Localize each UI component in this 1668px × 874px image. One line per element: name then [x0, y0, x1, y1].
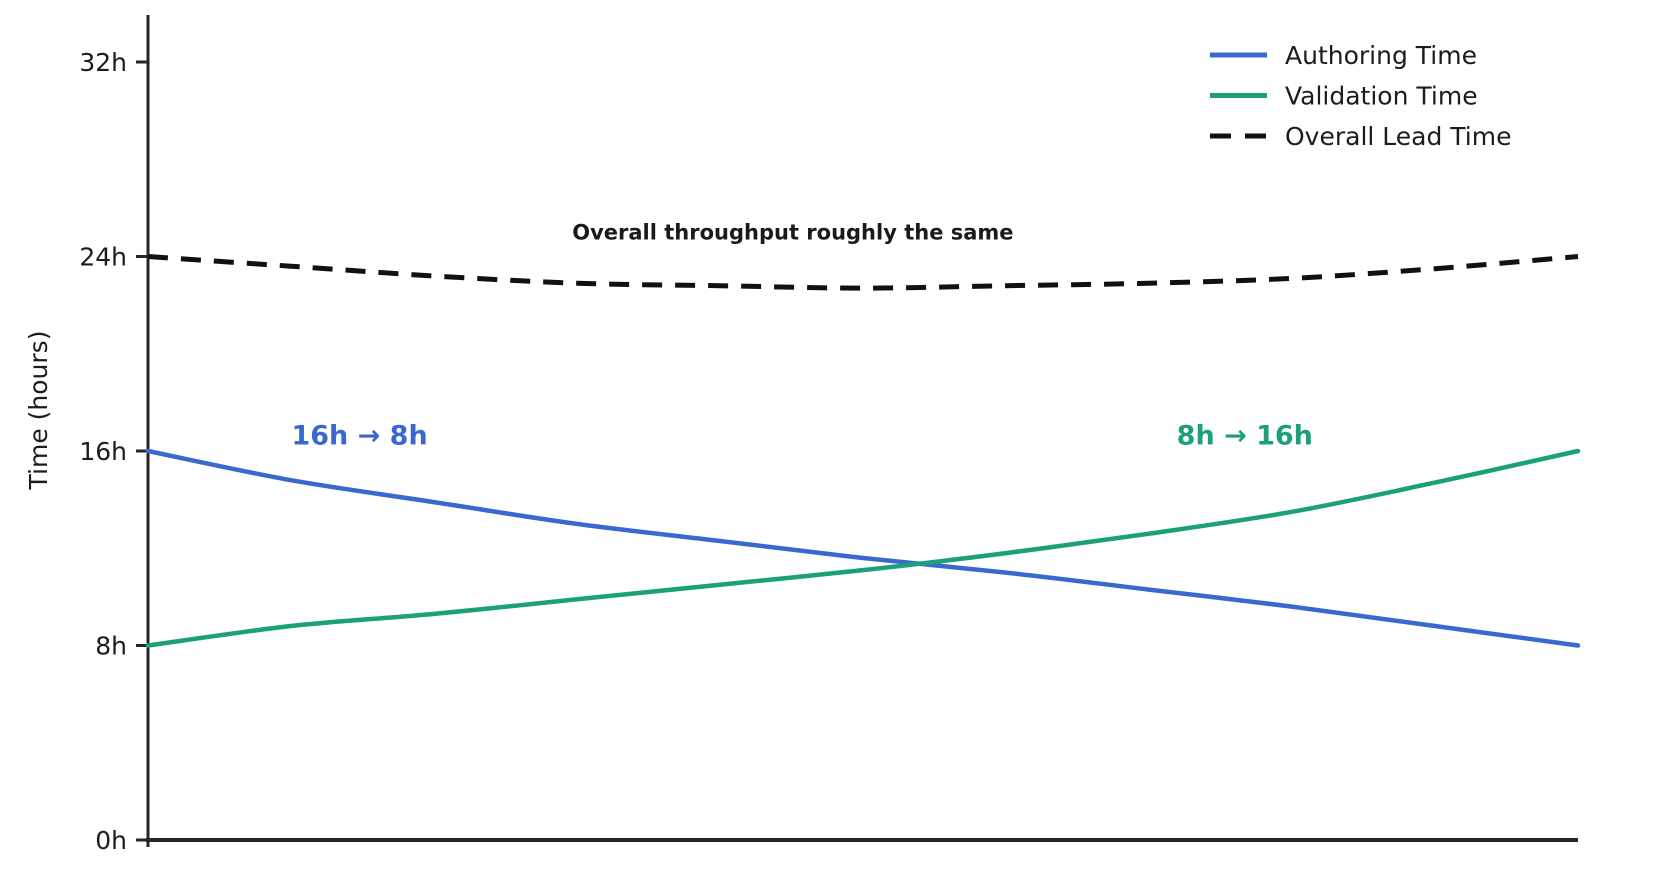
annotation-8h--16h: 8h → 16h [1177, 421, 1313, 452]
y-tick-label-16h: 16h [79, 437, 127, 466]
legend-label-validation-time: Validation Time [1285, 81, 1478, 110]
annotation-overall-throughput-roughly-the-same: Overall throughput roughly the same [572, 221, 1013, 245]
overall-lead-time-line [147, 254, 1579, 291]
y-tick-label-0h: 0h [95, 826, 127, 855]
annotation-16h--8h: 16h → 8h [291, 421, 427, 452]
y-tick-label-32h: 32h [79, 48, 127, 77]
series-lines [145, 254, 1581, 648]
y-ticks: 0h 8h 16h 24h 32h [79, 48, 147, 855]
y-tick-label-24h: 24h [79, 242, 127, 271]
legend: Authoring Time Validation Time Overall Lea… [1210, 41, 1511, 151]
y-tick-label-8h: 8h [95, 631, 127, 660]
legend-label-overall-lead-time: Overall Lead Time [1285, 122, 1511, 151]
annotations: Overall throughput roughly the same 16h →… [291, 221, 1312, 452]
legend-label-authoring-time: Authoring Time [1285, 41, 1477, 70]
validation-time-line [145, 448, 1581, 648]
y-axis-title: Time (hours) [24, 331, 53, 491]
authoring-time-line [145, 448, 1581, 648]
